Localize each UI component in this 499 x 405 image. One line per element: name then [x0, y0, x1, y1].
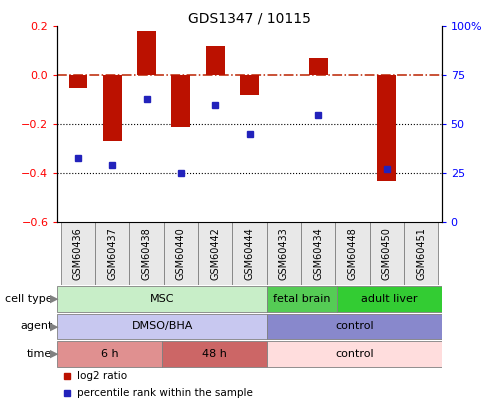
Bar: [240, 75, 259, 95]
Text: GSM60450: GSM60450: [382, 227, 392, 280]
FancyBboxPatch shape: [267, 286, 337, 311]
FancyBboxPatch shape: [301, 222, 335, 285]
Text: MSC: MSC: [150, 294, 175, 304]
Title: GDS1347 / 10115: GDS1347 / 10115: [188, 11, 311, 25]
FancyBboxPatch shape: [57, 286, 267, 311]
FancyBboxPatch shape: [57, 314, 267, 339]
FancyBboxPatch shape: [267, 314, 442, 339]
FancyBboxPatch shape: [404, 222, 438, 285]
FancyBboxPatch shape: [162, 341, 267, 367]
FancyBboxPatch shape: [337, 286, 442, 311]
Text: GSM60440: GSM60440: [176, 227, 186, 280]
Text: GSM60433: GSM60433: [279, 227, 289, 280]
Bar: [68, 75, 87, 87]
Text: 48 h: 48 h: [202, 349, 227, 359]
FancyBboxPatch shape: [233, 222, 266, 285]
Text: fetal brain: fetal brain: [273, 294, 331, 304]
Text: percentile rank within the sample: percentile rank within the sample: [77, 388, 252, 398]
FancyBboxPatch shape: [57, 341, 162, 367]
Text: ▶: ▶: [50, 294, 59, 304]
Text: ▶: ▶: [50, 322, 59, 331]
Text: GSM60444: GSM60444: [245, 227, 254, 280]
FancyBboxPatch shape: [267, 341, 442, 367]
Text: control: control: [335, 322, 374, 331]
FancyBboxPatch shape: [164, 222, 198, 285]
Text: GSM60438: GSM60438: [142, 227, 152, 280]
FancyBboxPatch shape: [95, 222, 129, 285]
Text: DMSO/BHA: DMSO/BHA: [132, 322, 193, 331]
Text: GSM60436: GSM60436: [73, 227, 83, 280]
Text: time: time: [27, 349, 52, 359]
FancyBboxPatch shape: [266, 222, 301, 285]
Text: GSM60437: GSM60437: [107, 227, 117, 280]
Bar: [103, 75, 122, 141]
Text: control: control: [335, 349, 374, 359]
FancyBboxPatch shape: [129, 222, 164, 285]
FancyBboxPatch shape: [335, 222, 370, 285]
Bar: [172, 75, 190, 127]
Bar: [309, 58, 327, 75]
Text: GSM60442: GSM60442: [210, 227, 220, 280]
Text: ▶: ▶: [50, 349, 59, 359]
Bar: [206, 46, 225, 75]
Text: adult liver: adult liver: [361, 294, 418, 304]
FancyBboxPatch shape: [61, 222, 95, 285]
Bar: [377, 75, 396, 181]
Text: log2 ratio: log2 ratio: [77, 371, 127, 381]
Text: GSM60451: GSM60451: [416, 227, 426, 280]
FancyBboxPatch shape: [370, 222, 404, 285]
Text: cell type: cell type: [5, 294, 52, 304]
Text: GSM60434: GSM60434: [313, 227, 323, 280]
Text: agent: agent: [20, 322, 52, 331]
FancyBboxPatch shape: [198, 222, 233, 285]
Bar: [137, 31, 156, 75]
Text: 6 h: 6 h: [101, 349, 119, 359]
Text: GSM60448: GSM60448: [347, 227, 357, 280]
